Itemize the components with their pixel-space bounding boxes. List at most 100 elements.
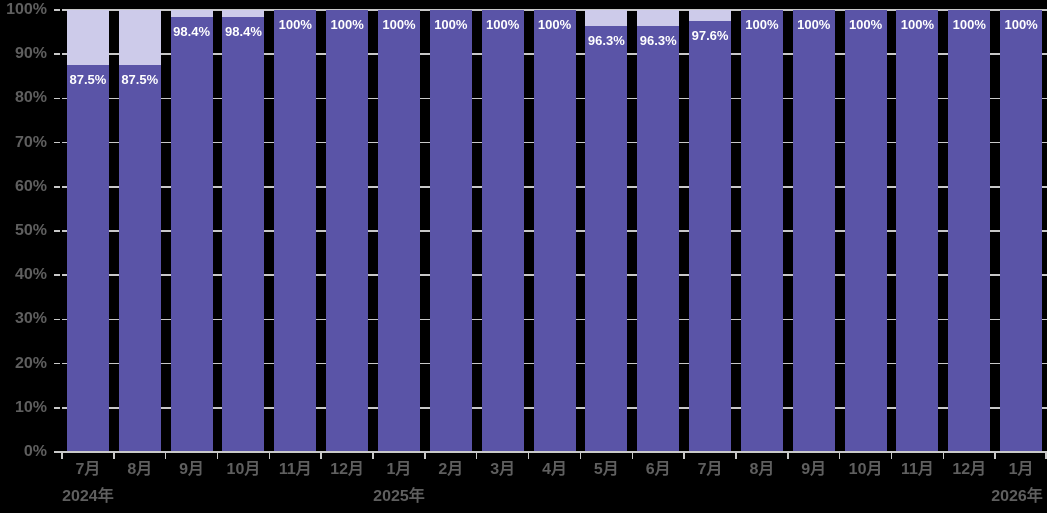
bar-value-label: 96.3% [587, 33, 625, 49]
bar-value-label: 100% [952, 17, 986, 32]
stacked-bar: 100% [326, 10, 369, 452]
bar-column-slot: 96.3% [632, 10, 684, 452]
stacked-bar: 100% [844, 10, 887, 452]
x-axis-tick [1045, 453, 1047, 459]
bar-segment-primary [948, 10, 991, 452]
bar-column-slot: 97.6% [684, 10, 736, 452]
bar-column-slot: 100% [373, 10, 425, 452]
y-axis-label: 80% [14, 89, 47, 107]
bar-value-label: 98.4% [173, 24, 211, 40]
bar-value-label: 100% [382, 17, 416, 32]
bar-value-label: 100% [1004, 17, 1038, 32]
bar-column-slot: 100% [477, 10, 529, 452]
bar-value-label: 100% [537, 17, 572, 32]
stacked-bar: 100% [377, 10, 420, 452]
y-axis-label: 50% [14, 222, 47, 239]
bar-segment-primary [585, 26, 628, 452]
y-axis-label: 0% [23, 443, 47, 460]
x-axis-tick [475, 453, 478, 459]
stacked-bar: 96.3% [585, 10, 628, 452]
x-axis-tick [372, 453, 374, 459]
bar-value-label: 100% [797, 17, 831, 32]
bar-segment-primary [637, 26, 680, 452]
y-axis-label: 70% [14, 133, 47, 151]
x-axis-tick [424, 453, 426, 459]
x-axis-tick [164, 453, 167, 459]
bar-segment-primary [740, 10, 783, 452]
bar-segment-primary [429, 10, 472, 452]
x-axis-month-label: 5月 [593, 461, 619, 478]
stacked-bar: 87.5% [66, 10, 109, 452]
bar-segment-remainder [170, 10, 213, 18]
y-axis-label: 20% [14, 354, 47, 372]
x-axis-tick [216, 453, 219, 459]
x-axis-tick [890, 453, 893, 459]
x-axis-month-label: 4月 [542, 461, 567, 478]
bar-value-label: 98.4% [225, 24, 262, 40]
bar-value-label: 100% [330, 17, 364, 32]
bar-column-slot: 100% [529, 10, 581, 452]
y-axis-label: 10% [14, 398, 47, 416]
bar-segment-remainder [637, 10, 680, 27]
bar-value-label: 96.3% [639, 33, 677, 49]
bar-value-label: 100% [278, 17, 312, 32]
x-axis-month-label: 1月 [1008, 461, 1034, 478]
bar-segment-remainder [66, 10, 109, 66]
bar-segment-primary [481, 10, 524, 452]
bar-column-slot: 100% [425, 10, 477, 452]
stacked-bar: 100% [740, 10, 783, 452]
bar-value-label: 87.5% [121, 72, 159, 88]
bar-segment-remainder [585, 10, 628, 27]
x-axis-tick [113, 453, 115, 459]
y-axis-tick [54, 186, 60, 188]
y-axis-label: 40% [14, 266, 47, 284]
stacked-bar: 100% [274, 10, 317, 452]
bar-segment-primary [377, 10, 420, 452]
bar-segment-primary [118, 65, 161, 452]
bar-column-slot: 96.3% [580, 10, 632, 452]
y-axis-label: 30% [14, 310, 47, 328]
x-axis-month-label: 9月 [179, 461, 205, 478]
bar-segment-primary [896, 10, 939, 452]
x-axis-month-labels: 7月 8月 9月 10月 11月 12月 1月 2月 3月 4月 5月 6月 7月 8月 9月 10月 11月 1… [62, 461, 1047, 479]
x-axis-line [56, 451, 1047, 453]
x-axis-tick [942, 453, 945, 459]
bar-column-slot: 100% [995, 10, 1047, 452]
bar-segment-primary [66, 65, 109, 452]
y-axis-tick [54, 407, 60, 409]
y-axis-tick [54, 53, 60, 55]
x-axis-month-label: 9月 [801, 461, 827, 478]
x-axis-month-label: 12月 [330, 461, 365, 478]
bar-column-slot: 100% [736, 10, 788, 452]
bar-value-label: 87.5% [69, 72, 107, 88]
x-axis-tick [735, 453, 737, 459]
x-axis-month-label: 7月 [75, 461, 101, 478]
bar-segment-primary [844, 10, 887, 452]
x-axis-tick [527, 453, 530, 459]
x-axis-tick [838, 453, 841, 459]
bar-column-slot: 100% [892, 10, 944, 452]
x-axis-tick [268, 453, 271, 459]
bar-segment-primary [533, 10, 576, 452]
bar-segment-primary [274, 10, 317, 452]
bar-segment-primary [222, 17, 265, 452]
bar-value-label: 100% [900, 17, 935, 32]
stacked-bar: 87.5% [118, 10, 161, 452]
x-axis-tick [631, 453, 633, 459]
x-axis-month-label: 11月 [900, 461, 934, 478]
bar-column-slot: 98.4% [218, 10, 270, 452]
bar-column-slot: 100% [269, 10, 321, 452]
bar-column-slot: 87.5% [62, 10, 114, 452]
bar-value-label: 100% [848, 17, 883, 32]
y-axis-tick [54, 230, 60, 232]
bar-column-slot: 100% [840, 10, 892, 452]
bar-segment-primary [689, 20, 732, 452]
x-axis-month-label: 8月 [127, 461, 153, 478]
bar-column-slot: 98.4% [166, 10, 218, 452]
y-axis-tick [54, 9, 60, 11]
x-axis-month-label: 10月 [848, 461, 883, 478]
stacked-bar: 97.6% [689, 10, 732, 452]
bar-segment-remainder [689, 10, 732, 21]
x-axis-year-label: 2024年 [62, 488, 114, 505]
